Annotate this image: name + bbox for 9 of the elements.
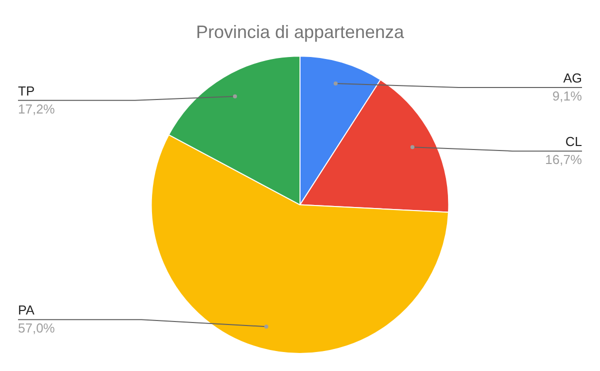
slice-label: PA: [18, 302, 35, 318]
slice-label: TP: [18, 83, 35, 98]
data-label: 17,2%: [18, 101, 56, 116]
data-label: 9,1%: [552, 88, 582, 104]
data-label: 16,7%: [545, 152, 582, 168]
slice-label: AG: [563, 70, 582, 86]
data-label: 57,0%: [18, 320, 56, 336]
slice-label: CL: [565, 134, 582, 150]
chart-title: Provincia di appartenenza: [196, 22, 406, 42]
